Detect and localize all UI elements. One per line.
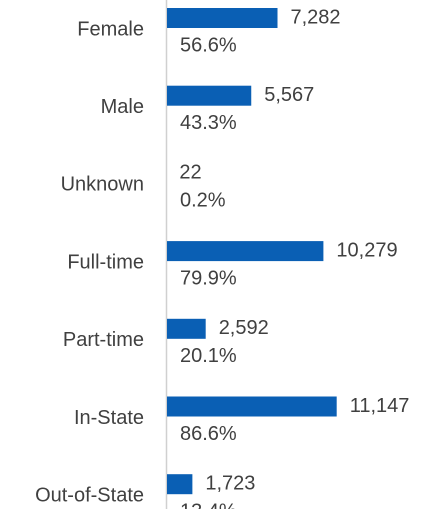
bar [167, 474, 193, 495]
category-label: In-State [74, 407, 144, 429]
category-label: Unknown [61, 174, 144, 196]
category-label: Male [101, 96, 144, 118]
category-label: Female [77, 18, 144, 40]
bar [167, 85, 252, 106]
percent-label: 13.4% [180, 500, 237, 509]
bar [167, 318, 206, 339]
percent-label: 43.3% [180, 112, 237, 134]
value-label: 11,147 [350, 395, 410, 417]
category-label: Part-time [63, 329, 144, 351]
category-label: Full-time [67, 251, 144, 273]
value-label: 5,567 [264, 84, 314, 106]
bar [167, 396, 337, 417]
value-label: 1,723 [205, 472, 255, 494]
bar [167, 8, 278, 28]
category-label: Out-of-State [35, 484, 144, 506]
value-label: 10,279 [336, 239, 397, 261]
value-label: 7,282 [291, 6, 341, 28]
percent-label: 20.1% [180, 345, 237, 367]
bar [167, 241, 324, 262]
percent-label: 56.6% [180, 34, 237, 56]
percent-label: 79.9% [180, 267, 237, 289]
percent-label: 0.2% [180, 190, 226, 212]
percent-label: 86.6% [180, 423, 237, 445]
value-label: 2,592 [219, 317, 269, 339]
value-label: 22 [179, 162, 201, 184]
